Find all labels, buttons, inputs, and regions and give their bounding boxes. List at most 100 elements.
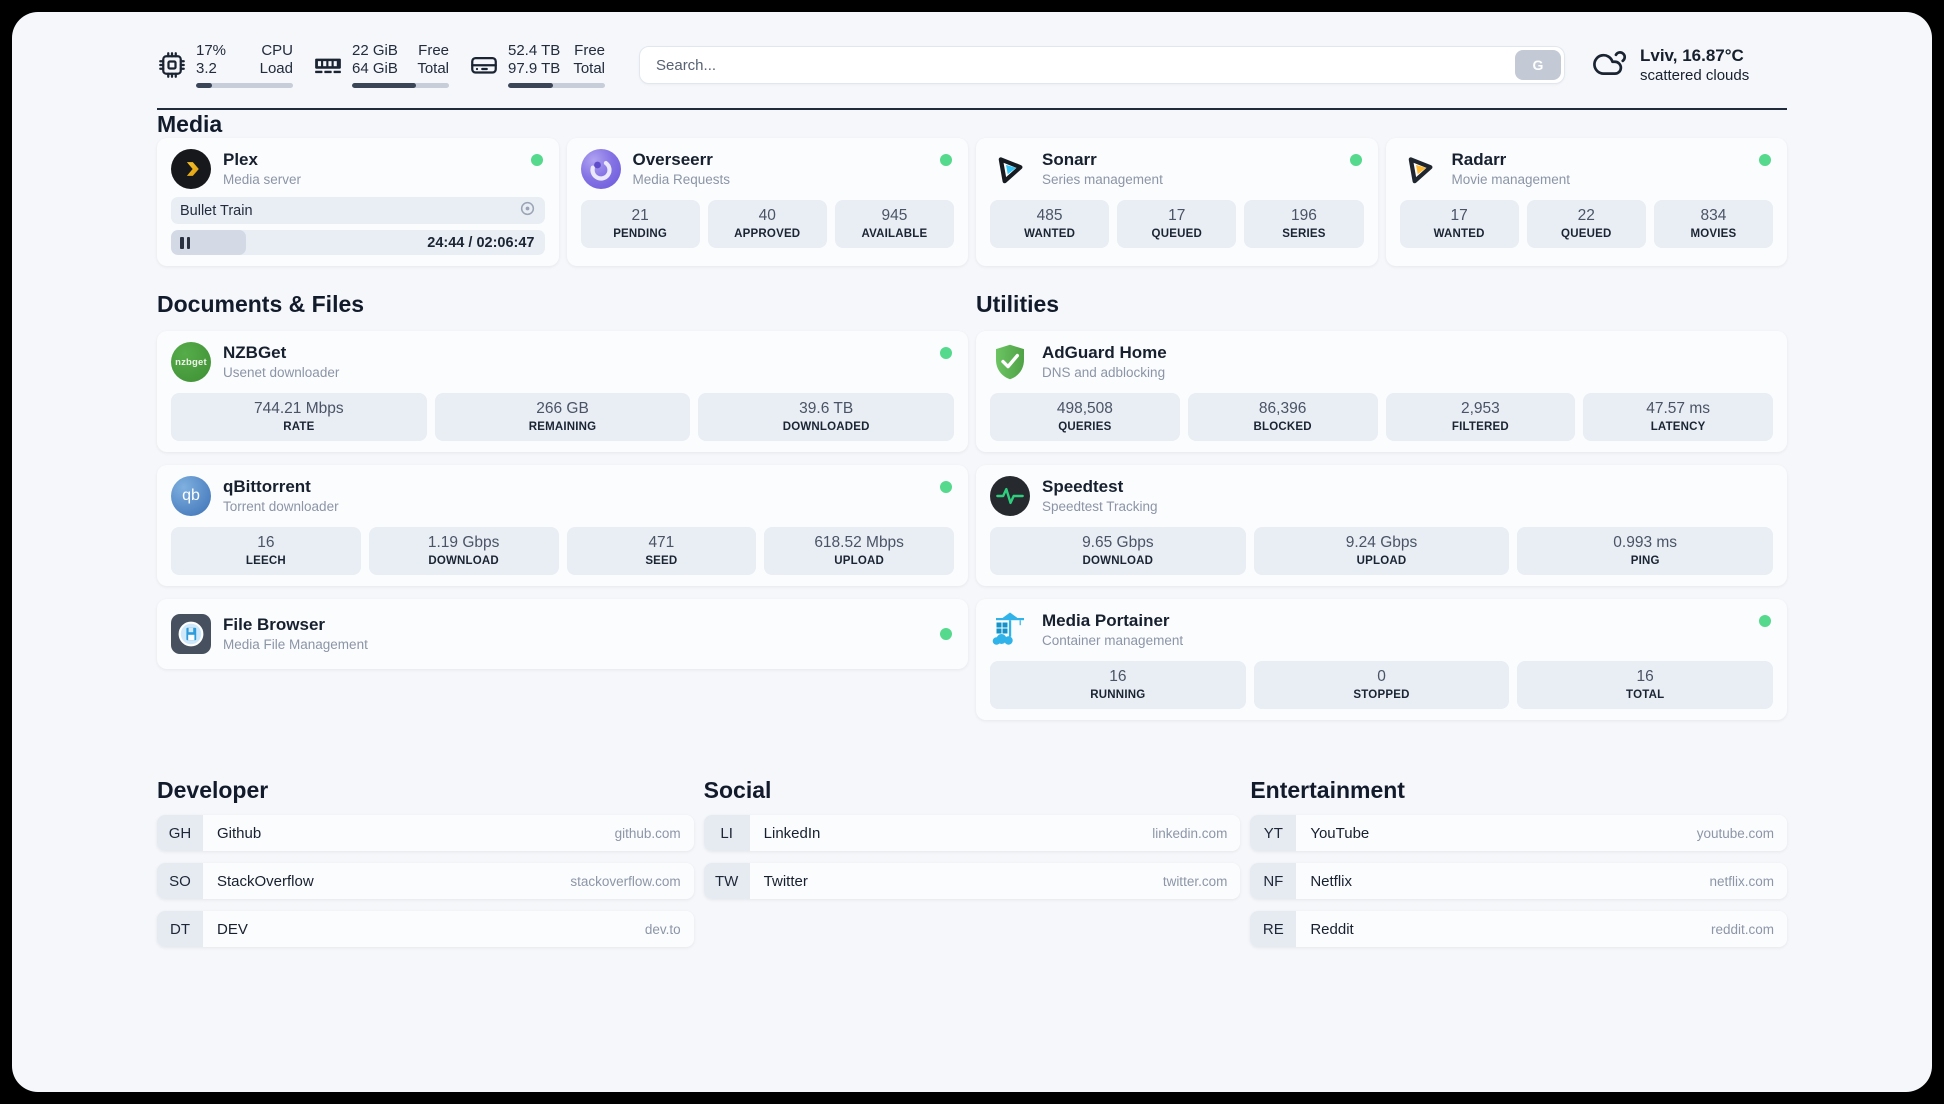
card-subtitle: Container management bbox=[1042, 633, 1184, 648]
bookmark-row[interactable]: GH Github github.com bbox=[157, 815, 694, 851]
media-grid: Plex Media server Bullet Train 24:44 / 0… bbox=[157, 138, 1787, 266]
weather-condition: scattered clouds bbox=[1640, 67, 1750, 84]
stat-label: FILTERED bbox=[1451, 421, 1509, 433]
bookmark-name: Netflix bbox=[1310, 872, 1353, 890]
status-dot bbox=[940, 628, 952, 640]
bookmark-row[interactable]: DT DEV dev.to bbox=[157, 911, 694, 947]
stat-label: MOVIES bbox=[1690, 228, 1737, 240]
stat-label: TOTAL bbox=[1626, 689, 1665, 701]
stat-value: 16 bbox=[1109, 668, 1127, 685]
bookmark-row[interactable]: SO StackOverflow stackoverflow.com bbox=[157, 863, 694, 899]
stat-box: 498,508 QUERIES bbox=[990, 393, 1180, 441]
bookmark-name: Reddit bbox=[1310, 920, 1354, 938]
search-input[interactable] bbox=[654, 55, 1515, 75]
card-subtitle: DNS and adblocking bbox=[1042, 365, 1166, 380]
card-subtitle: Movie management bbox=[1451, 172, 1571, 187]
status-dot bbox=[530, 154, 543, 166]
filebrowser-card[interactable]: File Browser Media File Management bbox=[157, 599, 968, 669]
stat-box: 17 QUEUED bbox=[1117, 200, 1237, 248]
status-dot bbox=[940, 154, 952, 166]
now-playing-row: Bullet Train bbox=[171, 197, 545, 224]
bookmark-row[interactable]: NF Netflix netflix.com bbox=[1250, 863, 1787, 899]
bookmark-url: reddit.com bbox=[1710, 921, 1774, 937]
bookmark-name: DEV bbox=[217, 920, 248, 938]
bookmark-url: netflix.com bbox=[1709, 873, 1774, 889]
stat-box: 21 PENDING bbox=[580, 200, 700, 248]
stat-label: WANTED bbox=[1024, 228, 1076, 240]
dashboard-panel: 17% 3.2 CPU Load bbox=[12, 12, 1932, 1092]
stat-label: UPLOAD bbox=[1356, 555, 1407, 567]
card-title: NZBGet bbox=[223, 343, 287, 362]
stat-value: 16 bbox=[1636, 668, 1654, 685]
section-heading-media: Media bbox=[157, 111, 223, 137]
speedtest-card[interactable]: Speedtest Speedtest Tracking 9.65 Gbps D… bbox=[976, 465, 1787, 586]
bookmark-url: youtube.com bbox=[1696, 825, 1774, 841]
stat-box: 618.52 Mbps UPLOAD bbox=[764, 527, 954, 575]
stat-label: LATENCY bbox=[1650, 421, 1706, 433]
cpu-progressbar bbox=[196, 83, 293, 88]
card-title: AdGuard Home bbox=[1042, 343, 1167, 362]
stat-label: RATE bbox=[283, 421, 315, 433]
search-engine-button[interactable]: G bbox=[1515, 50, 1561, 80]
status-dot bbox=[1759, 154, 1771, 166]
stat-label: AVAILABLE bbox=[861, 228, 928, 240]
stat-label: QUEUED bbox=[1151, 228, 1202, 240]
bookmark-row[interactable]: RE Reddit reddit.com bbox=[1250, 911, 1787, 947]
view-session-icon[interactable] bbox=[519, 200, 536, 221]
section-heading-utilities: Utilities bbox=[976, 291, 1060, 317]
bookmark-row[interactable]: TW Twitter twitter.com bbox=[703, 863, 1241, 899]
section-heading-developer: Developer bbox=[157, 777, 269, 803]
card-title: File Browser bbox=[223, 615, 326, 634]
plex-card[interactable]: Plex Media server Bullet Train 24:44 / 0… bbox=[157, 138, 559, 266]
bookmark-name: Github bbox=[217, 824, 262, 842]
filebrowser-icon bbox=[171, 614, 211, 654]
sonarr-card[interactable]: Sonarr Series management 485 WANTED 17 Q… bbox=[976, 138, 1378, 266]
portainer-card[interactable]: Media Portainer Container management 16 … bbox=[976, 599, 1787, 720]
stat-label: RUNNING bbox=[1090, 689, 1146, 701]
card-title: Radarr bbox=[1451, 150, 1507, 169]
stat-box: 9.65 Gbps DOWNLOAD bbox=[990, 527, 1246, 575]
card-title: Plex bbox=[223, 150, 258, 169]
weather-widget: Lviv, 16.87°C scattered clouds bbox=[1591, 45, 1787, 85]
radarr-card[interactable]: Radarr Movie management 17 WANTED 22 QUE… bbox=[1385, 138, 1787, 266]
bookmark-row[interactable]: YT YouTube youtube.com bbox=[1250, 815, 1787, 851]
radarr-icon bbox=[1400, 149, 1440, 189]
bookmark-row[interactable]: LI LinkedIn linkedin.com bbox=[703, 815, 1241, 851]
metric-labels: Free Total bbox=[417, 42, 449, 77]
speedtest-icon bbox=[990, 476, 1030, 516]
stat-box: 39.6 TB DOWNLOADED bbox=[698, 393, 955, 441]
stat-box: 266 GB REMAINING bbox=[434, 393, 691, 441]
stat-box: 22 QUEUED bbox=[1526, 200, 1646, 248]
social-column: Social LI LinkedIn linkedin.com TW Twitt… bbox=[703, 776, 1241, 911]
nzbget-card[interactable]: nzbget NZBGet Usenet downloader 744.21 M… bbox=[157, 331, 968, 452]
stat-box: 47.57 ms LATENCY bbox=[1583, 393, 1773, 441]
stat-box: 945 AVAILABLE bbox=[834, 200, 955, 248]
card-subtitle: Media File Management bbox=[223, 637, 368, 652]
stat-value: 2,953 bbox=[1460, 400, 1500, 417]
stat-box: 471 SEED bbox=[566, 527, 757, 575]
ram-metric: 22 GiB 64 GiB Free Total bbox=[313, 42, 449, 88]
stat-box: 834 MOVIES bbox=[1653, 200, 1774, 248]
playback-time: 24:44 / 02:06:47 bbox=[427, 234, 535, 251]
stat-label: DOWNLOAD bbox=[1082, 555, 1154, 567]
disk-progressbar bbox=[508, 83, 605, 88]
stat-value: 1.19 Gbps bbox=[427, 534, 500, 551]
stat-value: 498,508 bbox=[1056, 400, 1113, 417]
qbittorrent-card[interactable]: qb qBittorrent Torrent downloader 16 LEE… bbox=[157, 465, 968, 586]
stat-label: REMAINING bbox=[528, 421, 597, 433]
bookmark-abbr: NF bbox=[1250, 863, 1297, 899]
adguard-card[interactable]: AdGuard Home DNS and adblocking 498,508 … bbox=[976, 331, 1787, 452]
stat-value: 485 bbox=[1036, 207, 1063, 224]
bookmark-abbr: TW bbox=[703, 863, 750, 899]
status-dot bbox=[1759, 615, 1771, 627]
stat-value: 266 GB bbox=[536, 400, 589, 417]
disk-icon bbox=[469, 50, 499, 80]
metric-values: 52.4 TB 97.9 TB bbox=[508, 42, 561, 77]
overseerr-card[interactable]: Overseerr Media Requests 21 PENDING 40 A… bbox=[566, 138, 968, 266]
metric-values: 17% 3.2 bbox=[196, 42, 227, 77]
stat-label: UPLOAD bbox=[834, 555, 884, 567]
cpu-icon bbox=[157, 50, 187, 80]
stat-value: 16 bbox=[257, 534, 275, 551]
stat-box: 1.19 Gbps DOWNLOAD bbox=[368, 527, 559, 575]
